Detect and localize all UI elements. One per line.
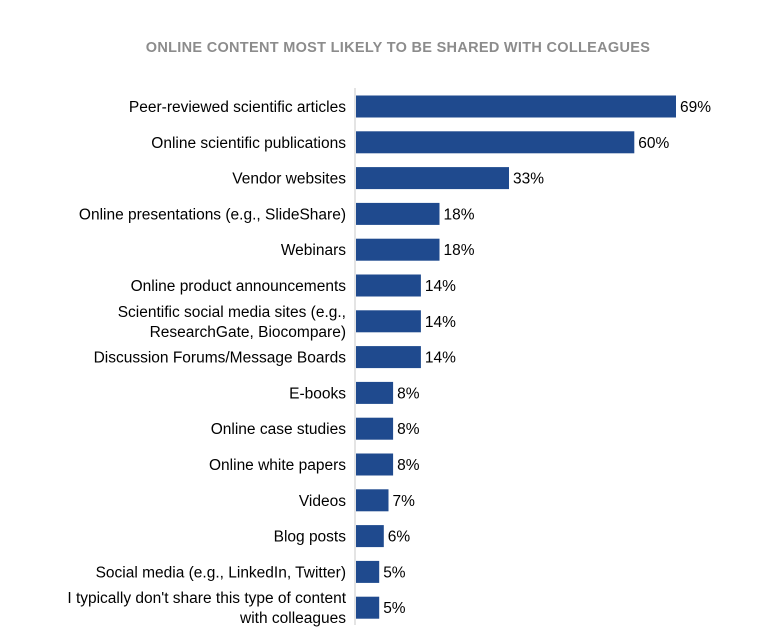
category-label: Social media (e.g., LinkedIn, Twitter) — [96, 564, 346, 581]
value-label: 5% — [383, 600, 406, 617]
category-label: Scientific social media sites (e.g., — [118, 304, 346, 321]
category-label: Discussion Forums/Message Boards — [94, 350, 347, 367]
chart-marks: 69% Peer-reviewed scientific articles 60% O… — [67, 95, 711, 627]
category-label: Videos — [299, 493, 346, 510]
value-label: 8% — [397, 457, 420, 474]
category-label: Online product announcements — [131, 278, 347, 295]
category-label: Vendor websites — [232, 171, 346, 188]
category-label: Webinars — [281, 242, 346, 259]
value-label: 33% — [513, 171, 544, 188]
bar — [356, 167, 509, 190]
bar — [356, 596, 380, 619]
category-label: Online case studies — [211, 421, 347, 438]
category-label: Peer-reviewed scientific articles — [129, 99, 346, 116]
value-label: 18% — [444, 206, 475, 223]
bar — [356, 560, 380, 583]
value-label: 6% — [388, 529, 411, 546]
category-label: E-books — [289, 385, 346, 402]
value-label: 60% — [638, 135, 669, 152]
value-label: 18% — [444, 242, 475, 259]
bar — [356, 274, 421, 297]
category-label: Online presentations (e.g., SlideShare) — [79, 206, 346, 223]
bar — [356, 95, 676, 118]
chart-title: ONLINE CONTENT MOST LIKELY TO BE SHARED … — [146, 40, 650, 56]
value-label: 8% — [397, 385, 420, 402]
bar — [356, 489, 389, 512]
value-label: 7% — [393, 493, 416, 510]
value-label: 5% — [383, 564, 406, 581]
bar — [356, 417, 394, 440]
category-label: ResearchGate, Biocompare) — [150, 324, 346, 341]
value-label: 14% — [425, 314, 456, 331]
category-label: Online scientific publications — [151, 135, 346, 152]
value-label: 14% — [425, 350, 456, 367]
category-label: Online white papers — [209, 457, 346, 474]
category-label: I typically don't share this type of con… — [67, 590, 346, 607]
bar — [356, 131, 635, 154]
bar — [356, 238, 440, 261]
bar — [356, 346, 421, 369]
bar — [356, 310, 421, 333]
bar — [356, 202, 440, 225]
bar — [356, 381, 394, 404]
bar — [356, 453, 394, 476]
category-label: with colleagues — [239, 610, 346, 627]
value-label: 69% — [680, 99, 711, 116]
value-label: 14% — [425, 278, 456, 295]
value-label: 8% — [397, 421, 420, 438]
category-label: Blog posts — [274, 529, 347, 546]
bar — [356, 525, 384, 548]
